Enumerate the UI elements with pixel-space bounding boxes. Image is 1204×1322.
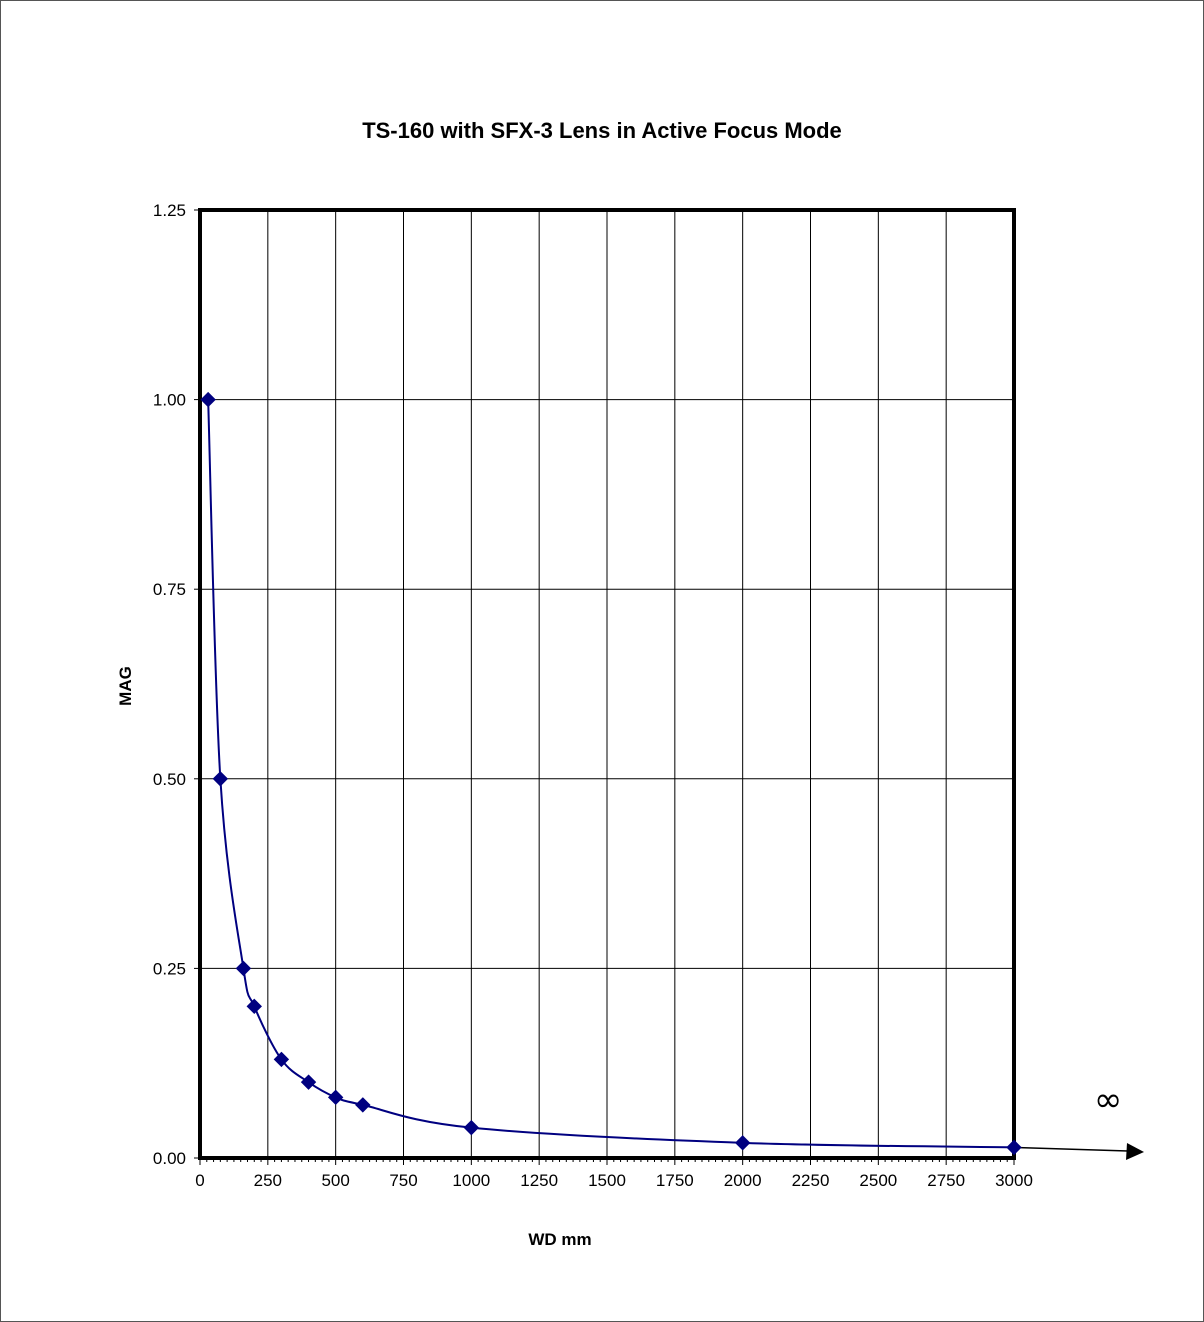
infinity-annotation: ∞: [1094, 1080, 1123, 1120]
x-tick-label: 1250: [520, 1171, 558, 1190]
x-tick-label: 750: [389, 1171, 417, 1190]
data-point: [463, 1119, 480, 1136]
series-curve-layer: [207, 399, 1015, 1149]
x-tick-label: 3000: [995, 1171, 1033, 1190]
gridlines: [200, 210, 1014, 1158]
chart-title: TS-160 with SFX-3 Lens in Active Focus M…: [362, 118, 842, 143]
y-axis-label: MAG: [116, 666, 135, 706]
data-point: [246, 998, 262, 1015]
data-point: [300, 1074, 317, 1090]
data-point: [355, 1097, 371, 1113]
data-point: [235, 960, 252, 977]
x-tick-label: 2000: [724, 1171, 762, 1190]
data-point: [734, 1135, 751, 1151]
x-minor-ticks: [194, 209, 1015, 1165]
data-point: [273, 1051, 290, 1068]
y-tick-label: 0.25: [153, 959, 186, 978]
plot-border: [198, 208, 1016, 1160]
data-point: [327, 1089, 344, 1106]
x-tick-label: 2500: [859, 1171, 897, 1190]
x-tick-label: 0: [195, 1171, 204, 1190]
x-tick-label: 1500: [588, 1171, 626, 1190]
infinity-extension: [1013, 1143, 1144, 1160]
data-point: [200, 391, 216, 408]
y-tick-label: 0.50: [153, 770, 186, 789]
y-tick-label: 1.25: [153, 201, 186, 220]
x-tick-label: 1000: [452, 1171, 490, 1190]
x-tick-labels: 0 250 500 750 1000 1250 1500 1750 2000 2250 2500 27…: [195, 1171, 1033, 1190]
y-tick-labels: 0.00 0.25 0.50 0.75 1.00 1.25: [153, 201, 186, 1168]
x-tick-label: 1750: [656, 1171, 694, 1190]
infinity-arrow-head: [1126, 1143, 1144, 1160]
series-line: [207, 399, 1015, 1149]
y-tick-label: 0.00: [153, 1149, 186, 1168]
y-tick-label: 1.00: [153, 391, 186, 410]
x-tick-label: 2750: [927, 1171, 965, 1190]
x-tick-label: 250: [254, 1171, 282, 1190]
data-point: [212, 771, 229, 787]
y-tick-label: 0.75: [153, 580, 186, 599]
plot-border-rect: [198, 208, 1016, 1160]
x-tick-label: 2250: [792, 1171, 830, 1190]
infinity-arrow-line: [1013, 1146, 1129, 1152]
data-point: [1006, 1139, 1022, 1156]
x-tick-label: 500: [321, 1171, 349, 1190]
x-axis-label: WD mm: [528, 1230, 592, 1249]
data-markers: [200, 391, 1022, 1156]
